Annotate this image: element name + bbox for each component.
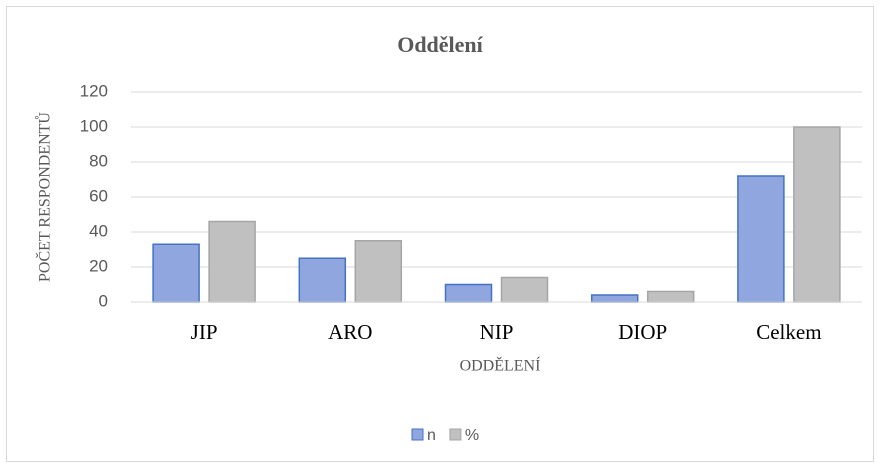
bar <box>298 257 347 303</box>
x-tick-label: DIOP <box>618 320 667 344</box>
bar <box>208 220 256 303</box>
y-tick-label: 120 <box>80 81 108 100</box>
y-tick-label: 40 <box>89 221 108 240</box>
legend-label: n <box>427 427 436 444</box>
bar <box>152 243 200 303</box>
y-tick-label: 0 <box>99 291 108 310</box>
bar <box>590 294 639 303</box>
bar <box>646 290 695 303</box>
y-tick-label: 100 <box>80 116 108 135</box>
bar <box>354 240 403 303</box>
x-tick-label: Celkem <box>756 320 821 344</box>
legend-label: % <box>465 427 479 444</box>
bar <box>500 276 549 303</box>
x-axis-title: ODDĚLENÍ <box>460 356 541 375</box>
y-tick-label: 80 <box>89 151 108 170</box>
bar <box>444 283 493 303</box>
x-tick-label: JIP <box>191 320 218 344</box>
legend-swatch <box>411 428 424 441</box>
legend-swatch <box>449 428 462 441</box>
y-axis-title: POČET RESPONDENTŮ <box>35 112 54 282</box>
y-tick-label: 20 <box>89 256 108 275</box>
x-tick-label: NIP <box>480 320 514 344</box>
chart-border <box>6 6 874 462</box>
y-tick-label: 60 <box>89 186 108 205</box>
bar <box>737 175 785 303</box>
x-tick-label: ARO <box>328 320 372 344</box>
chart-title: Oddělení <box>397 32 483 57</box>
bar <box>793 126 841 303</box>
